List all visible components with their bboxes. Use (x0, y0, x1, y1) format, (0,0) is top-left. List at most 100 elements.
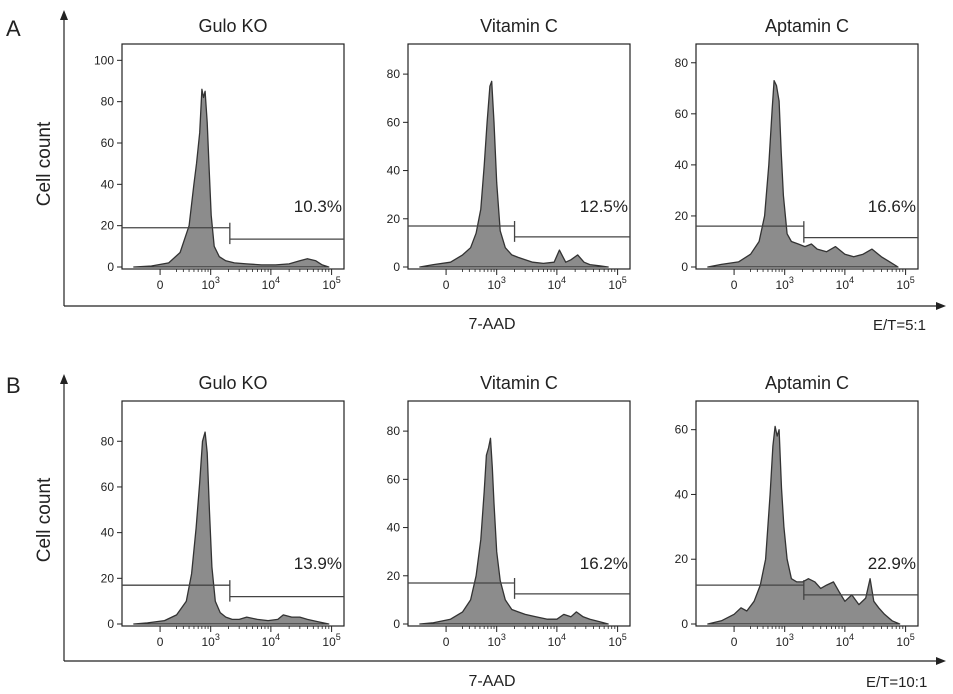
histogram-content: 0 20 40 60 80 0 103 104 105 (101, 431, 344, 649)
row-b-et-ratio: E/T=10:1 (866, 674, 927, 691)
y-tick-label: 20 (675, 209, 689, 223)
histogram-area (133, 88, 330, 268)
x-tick-label: 104 (262, 632, 280, 649)
y-tick-label: 0 (107, 260, 114, 274)
row-a-et-ratio: E/T=5:1 (873, 317, 926, 334)
x-tick-label: 0 (443, 278, 450, 292)
x-tick-label: 104 (836, 275, 854, 292)
x-tick-label: 0 (731, 635, 738, 649)
y-tick-label: 0 (107, 617, 114, 631)
x-tick-label: 104 (548, 632, 566, 649)
row-a-x-arrow (936, 302, 946, 310)
histogram-content: 0 20 40 60 0 103 104 105 (675, 423, 918, 649)
x-tick-label: 105 (896, 275, 914, 292)
x-tick-label: 104 (262, 275, 280, 292)
panel-letter-a: A (6, 16, 21, 41)
gate-percent: 16.6% (868, 197, 916, 216)
y-tick-label: 60 (101, 136, 115, 150)
histogram-title: Vitamin C (480, 16, 558, 36)
x-tick-label: 103 (776, 632, 794, 649)
x-tick-label: 105 (896, 632, 914, 649)
histogram-a-gulo-ko: Gulo KO 10.3% (121, 16, 345, 270)
gate-percent: 13.9% (294, 554, 342, 573)
gate-percent: 12.5% (580, 197, 628, 216)
plot-frame (695, 43, 919, 270)
x-tick-label: 0 (731, 278, 738, 292)
y-tick-label: 60 (387, 472, 401, 486)
y-tick-label: 60 (387, 115, 401, 129)
row-a-axes (60, 10, 946, 310)
panel-letter-b: B (6, 373, 21, 398)
y-tick-label: 40 (101, 526, 115, 540)
y-tick-label: 40 (675, 487, 689, 501)
x-tick-label: 0 (443, 635, 450, 649)
row-a-x-label: 7-AAD (468, 316, 515, 333)
row-b-y-label: Cell count (34, 477, 55, 562)
y-tick-label: 0 (393, 617, 400, 631)
histogram-title: Gulo KO (198, 373, 267, 393)
histogram-title: Vitamin C (480, 373, 558, 393)
plot-frame (695, 400, 919, 627)
y-tick-label: 60 (101, 480, 115, 494)
y-tick-label: 40 (101, 177, 115, 191)
histogram-content: 0 20 40 60 80 0 103 104 105 (387, 424, 630, 649)
histogram-b-gulo-ko: Gulo KO 13.9% (121, 373, 345, 627)
x-tick-label: 104 (836, 632, 854, 649)
row-a-y-arrow (60, 10, 68, 20)
plot-frame (407, 43, 631, 270)
histogram-b-aptamin-c: Aptamin C 22.9% (695, 373, 919, 627)
histogram-a-aptamin-c: Aptamin C 16.6% (695, 16, 919, 270)
y-tick-label: 0 (681, 260, 688, 274)
x-tick-label: 103 (776, 275, 794, 292)
gate-percent: 22.9% (868, 554, 916, 573)
histogram-content: 0 20 40 60 80 0 103 104 105 (387, 67, 630, 292)
x-tick-label: 105 (608, 275, 626, 292)
histogram-title: Aptamin C (765, 16, 849, 36)
plot-frame (121, 43, 345, 270)
x-tick-label: 104 (548, 275, 566, 292)
plot-frame (407, 400, 631, 627)
histogram-area (707, 79, 899, 268)
y-tick-label: 0 (681, 617, 688, 631)
histogram-b-vitamin-c: Vitamin C 16.2% (407, 373, 631, 627)
x-tick-label: 103 (488, 275, 506, 292)
y-tick-label: 80 (101, 95, 115, 109)
row-b-axes (60, 374, 946, 665)
y-tick-label: 40 (387, 521, 401, 535)
y-tick-label: 20 (101, 571, 115, 585)
y-tick-label: 60 (675, 107, 689, 121)
x-tick-label: 105 (608, 632, 626, 649)
row-b-x-arrow (936, 657, 946, 665)
row-b-y-arrow (60, 374, 68, 384)
row-b-x-label: 7-AAD (468, 673, 515, 690)
y-tick-label: 20 (387, 569, 401, 583)
x-tick-label: 0 (157, 278, 164, 292)
gate-percent: 10.3% (294, 197, 342, 216)
x-tick-label: 0 (157, 635, 164, 649)
plot-frame (121, 400, 345, 627)
y-tick-label: 80 (387, 424, 401, 438)
histogram-content: 0 20 40 60 80 0 103 104 105 (675, 56, 918, 292)
histogram-area (419, 437, 609, 625)
y-tick-label: 100 (94, 53, 114, 67)
x-tick-label: 103 (202, 275, 220, 292)
y-tick-label: 20 (101, 219, 115, 233)
x-tick-label: 105 (322, 632, 340, 649)
y-tick-label: 80 (387, 67, 401, 81)
gate-percent: 16.2% (580, 554, 628, 573)
y-tick-label: 40 (675, 158, 689, 172)
y-tick-label: 0 (393, 260, 400, 274)
y-tick-label: 20 (675, 552, 689, 566)
y-tick-label: 60 (675, 423, 689, 437)
x-tick-label: 103 (202, 632, 220, 649)
y-tick-label: 80 (101, 434, 115, 448)
x-tick-label: 105 (322, 275, 340, 292)
histogram-a-vitamin-c: Vitamin C 12.5% (407, 16, 631, 270)
y-tick-label: 40 (387, 164, 401, 178)
row-a-y-label: Cell count (34, 121, 55, 206)
histogram-title: Aptamin C (765, 373, 849, 393)
y-tick-label: 20 (387, 212, 401, 226)
histogram-area (419, 80, 609, 268)
histogram-title: Gulo KO (198, 16, 267, 36)
